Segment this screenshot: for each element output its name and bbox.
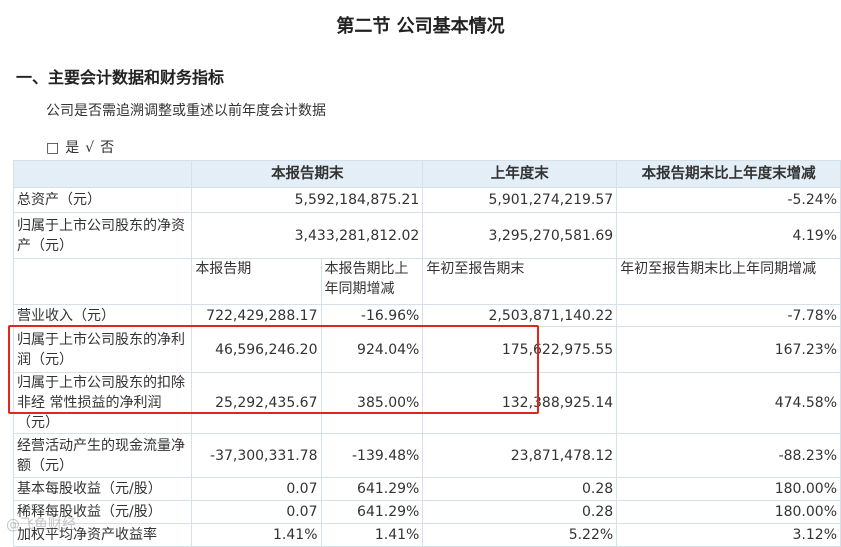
option-yes: 是 [65,140,80,156]
header-ytd-yoy: 年初至报告期末比上年同期增减 [616,258,841,305]
cell-value: 1.41% [320,523,424,547]
cell-value: 46,596,246.20 [191,326,322,373]
row-label: 经营活动产生的现金流量净额（元） [12,433,193,478]
table-row: 基本每股收益（元/股） 0.07 641.29% 0.28 180.00% [12,477,841,501]
cell-value: 5,592,184,875.21 [191,187,424,213]
cell-value: -16.96% [320,304,424,327]
option-no: 否 [100,140,115,156]
cell-value: 641.29% [320,477,424,501]
cell-value: 3,433,281,812.02 [191,212,424,259]
cell-value: -37,300,331.78 [191,433,322,478]
cell-value: 180.00% [616,477,841,501]
cell-value: 0.28 [422,477,618,501]
table-row: 营业收入（元） 722,429,288.17 -16.96% 2,503,871… [12,304,841,327]
table1-header-row: 本报告期末 上年度末 本报告期末比上年度末增减 [12,160,841,188]
table-row: 经营活动产生的现金流量净额（元） -37,300,331.78 -139.48%… [12,433,841,478]
header-period-end: 本报告期末 [191,160,424,188]
checkbox-empty-icon: □ [46,140,60,156]
financial-table: 本报告期末 上年度末 本报告期末比上年度末增减 总资产（元） 5,592,184… [12,160,841,547]
cell-value: 2,503,871,140.22 [422,304,618,327]
table-row: 归属于上市公司股东的净利润（元） 46,596,246.20 924.04% 1… [12,326,841,373]
header-blank-cell [12,160,193,188]
cell-value: 1.41% [191,523,322,547]
cell-value: 132,388,925.14 [422,372,618,434]
table2-header-row: 本报告期 本报告期比上年同期增减 年初至报告期末 年初至报告期末比上年同期增减 [12,258,841,305]
checkmark-icon: √ [85,140,95,156]
cell-value: 4.19% [616,212,841,259]
restatement-question: 公司是否需追溯调整或重述以前年度会计数据 [46,103,326,119]
heading: 一、主要会计数据和财务指标 [16,68,225,87]
row-label: 归属于上市公司股东的净利润（元） [12,326,193,373]
header-ytd: 年初至报告期末 [422,258,618,305]
header-blank-cell [12,258,193,305]
row-label: 归属于上市公司股东的净资产（元） [12,212,193,259]
table-row: 稀释每股收益（元/股） 0.07 641.29% 0.28 180.00% [12,500,841,524]
cell-value: 3,295,270,581.69 [422,212,618,259]
cell-value: -139.48% [320,433,424,478]
cell-value: 175,622,975.55 [422,326,618,373]
header-prior-year-end: 上年度末 [422,160,618,188]
table-row: 加权平均净资产收益率 1.41% 1.41% 5.22% 3.12% [12,523,841,547]
cell-value: 0.07 [191,500,322,524]
cell-value: 180.00% [616,500,841,524]
cell-value: 474.58% [616,372,841,434]
header-current-yoy: 本报告期比上年同期增减 [320,258,424,305]
restatement-answer: □ 是 √ 否 [46,137,120,157]
table-row: 归属于上市公司股东的扣除非经 常性损益的净利润（元） 25,292,435.67… [12,372,841,434]
cell-value: 3.12% [616,523,841,547]
cell-value: 924.04% [320,326,424,373]
row-label: 稀释每股收益（元/股） [12,500,193,524]
cell-value: 25,292,435.67 [191,372,322,434]
row-label: 基本每股收益（元/股） [12,477,193,501]
cell-value: 722,429,288.17 [191,304,322,327]
cell-value: 5.22% [422,523,618,547]
section-title: 第二节 公司基本情况 [336,16,505,37]
table-row: 总资产（元） 5,592,184,875.21 5,901,274,219.57… [12,187,841,213]
cell-value: 5,901,274,219.57 [422,187,618,213]
cell-value: 385.00% [320,372,424,434]
header-current-period: 本报告期 [191,258,322,305]
cell-value: -88.23% [616,433,841,478]
row-label: 总资产（元） [12,187,193,213]
cell-value: -5.24% [616,187,841,213]
cell-value: 641.29% [320,500,424,524]
cell-value: 23,871,478.12 [422,433,618,478]
row-label: 营业收入（元） [12,304,193,327]
header-change: 本报告期末比上年度末增减 [616,160,841,188]
row-label: 归属于上市公司股东的扣除非经 常性损益的净利润（元） [12,372,193,434]
cell-value: 167.23% [616,326,841,373]
cell-value: -7.78% [616,304,841,327]
cell-value: 0.07 [191,477,322,501]
cell-value: 0.28 [422,500,618,524]
table-row: 归属于上市公司股东的净资产（元） 3,433,281,812.02 3,295,… [12,212,841,259]
row-label: 加权平均净资产收益率 [12,523,193,547]
